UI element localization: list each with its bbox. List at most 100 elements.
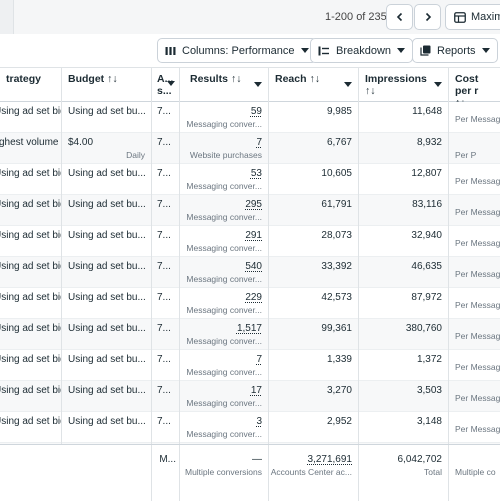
impressions-value: 8,932 bbox=[416, 137, 442, 148]
table-row[interactable]: ghest volume $4.00 Daily 7... 7 Website purch… bbox=[0, 133, 500, 164]
cell-cost: Per Messagi bbox=[449, 195, 500, 226]
column-header-attribution[interactable]: A... s... bbox=[152, 68, 180, 102]
reach-value: 10,605 bbox=[321, 168, 352, 179]
cell-reach: — bbox=[269, 443, 359, 444]
columns-icon bbox=[165, 46, 176, 55]
cell-attr: 7... bbox=[152, 164, 180, 195]
table-row[interactable]: Using ad set bid...Using ad set bu...7..… bbox=[0, 288, 500, 319]
cell-attr: 7... bbox=[152, 133, 180, 164]
columns-dropdown-button[interactable]: Columns: Performance bbox=[157, 38, 317, 63]
cell-attr: 7... bbox=[152, 288, 180, 319]
cost-per-result-type: Per Messagi bbox=[455, 362, 500, 372]
results-value[interactable]: 17 bbox=[250, 385, 262, 396]
cell-results: 295 Messaging conver... bbox=[180, 195, 269, 226]
table-row[interactable]: Using ad set bid...Using ad set bu...7..… bbox=[0, 350, 500, 381]
table-row[interactable]: Using ad set bid...Using ad set bu...7..… bbox=[0, 102, 500, 133]
sort-icon[interactable]: ↑↓ bbox=[230, 73, 242, 85]
pager-bar: 1-200 of 235 Maximi bbox=[0, 0, 500, 34]
table-row[interactable]: Using ad set bid...Using ad set bu...7..… bbox=[0, 257, 500, 288]
cell-results: 59 Messaging conver... bbox=[180, 102, 269, 133]
chevron-down-icon[interactable] bbox=[434, 82, 442, 87]
impressions-value: 11,648 bbox=[412, 106, 442, 117]
attribution-value: 7... bbox=[157, 168, 171, 179]
results-value[interactable]: 53 bbox=[250, 168, 262, 179]
cell-budget: Using ad set bu... bbox=[62, 350, 152, 381]
chevron-down-icon[interactable] bbox=[167, 81, 175, 86]
cost-per-result-type: Per Messagi bbox=[455, 424, 500, 434]
table-row[interactable]: Using ad set bid...Using ad set bu...7..… bbox=[0, 226, 500, 257]
results-type: Messaging conver... bbox=[186, 119, 262, 129]
results-value[interactable]: 540 bbox=[245, 261, 262, 272]
reach-value: 99,361 bbox=[321, 323, 352, 334]
table-row[interactable]: Using ad set bid...Using ad set bu...7..… bbox=[0, 443, 500, 444]
chevron-right-icon bbox=[425, 12, 431, 22]
column-header-cost-per-result[interactable]: Cost per r ↑↓ bbox=[449, 68, 500, 109]
left-panel-tab[interactable] bbox=[0, 0, 14, 34]
table-row[interactable]: Using ad set bid...Using ad set bu...7..… bbox=[0, 381, 500, 412]
totals-results: — Multiple conversions bbox=[180, 445, 269, 501]
reach-value: 61,791 bbox=[321, 199, 352, 210]
impressions-value: 1,372 bbox=[416, 354, 442, 365]
next-page-button[interactable] bbox=[414, 4, 441, 30]
table-row[interactable]: Using ad set bid...Using ad set bu...7..… bbox=[0, 195, 500, 226]
results-value[interactable]: 291 bbox=[245, 230, 262, 241]
attribution-value: 7... bbox=[157, 261, 171, 272]
bid-strategy-value: Using ad set bid... bbox=[0, 323, 61, 334]
previous-page-button[interactable] bbox=[386, 4, 413, 30]
results-value[interactable]: 59 bbox=[250, 106, 262, 117]
cell-reach: 42,573 bbox=[269, 288, 359, 319]
results-value[interactable]: 1,517 bbox=[236, 323, 262, 334]
column-header-bid-strategy[interactable]: trategy bbox=[0, 68, 62, 102]
cell-cost: Per Messagi bbox=[449, 412, 500, 443]
sort-icon[interactable]: ↑↓ bbox=[365, 85, 376, 97]
cell-impressions: 32,940 bbox=[359, 226, 449, 257]
table-row[interactable]: Using ad set bid...Using ad set bu...7..… bbox=[0, 164, 500, 195]
chevron-down-icon[interactable] bbox=[344, 82, 352, 87]
column-header-label: Cost per r bbox=[455, 73, 479, 97]
breakdown-dropdown-button[interactable]: Breakdown bbox=[310, 38, 414, 63]
results-value[interactable]: 229 bbox=[245, 292, 262, 303]
totals-cost: Multiple co bbox=[449, 445, 500, 501]
table-toolbar: Columns: Performance Breakdown Reports bbox=[0, 34, 500, 68]
results-value[interactable]: 7 bbox=[256, 354, 262, 365]
cell-attr: 7... bbox=[152, 102, 180, 133]
chevron-down-icon[interactable] bbox=[254, 82, 262, 87]
cost-per-result-type: Per Messagi bbox=[455, 393, 500, 403]
sort-icon[interactable]: ↑↓ bbox=[107, 73, 118, 85]
totals-attribution-value: M... bbox=[159, 454, 176, 465]
results-value[interactable]: 295 bbox=[245, 199, 262, 210]
column-header-budget[interactable]: Budget ↑↓ bbox=[62, 68, 152, 102]
cell-results: 53 Messaging conver... bbox=[180, 164, 269, 195]
impressions-value: 87,972 bbox=[411, 292, 442, 303]
maximize-button[interactable]: Maximi bbox=[445, 4, 500, 30]
column-header-results[interactable]: Results ↑↓ bbox=[180, 68, 269, 102]
results-value[interactable]: 7 bbox=[256, 137, 262, 148]
results-type: Messaging conver... bbox=[186, 274, 262, 284]
column-header-reach[interactable]: Reach ↑↓ bbox=[269, 68, 359, 102]
results-value[interactable]: 3 bbox=[256, 416, 262, 427]
cell-attr: 7... bbox=[152, 350, 180, 381]
sort-icon[interactable]: ↑↓ bbox=[309, 73, 321, 85]
budget-value: Using ad set bu... bbox=[68, 385, 146, 396]
impressions-value: 12,807 bbox=[411, 168, 442, 179]
totals-cost-caption: Multiple co bbox=[455, 467, 496, 477]
reports-dropdown-button[interactable]: Reports bbox=[412, 38, 498, 63]
totals-impressions-value: 6,042,702 bbox=[397, 454, 443, 465]
pager-range-text: 1-200 of 235 bbox=[325, 11, 387, 23]
table-row[interactable]: Using ad set bid...Using ad set bu...7..… bbox=[0, 319, 500, 350]
column-header-impressions[interactable]: Impressions ↑↓ bbox=[359, 68, 449, 102]
cell-cost: Per Messagi bbox=[449, 226, 500, 257]
column-header-label-line2: s... bbox=[157, 85, 172, 97]
cell-strategy: Using ad set bid... bbox=[0, 319, 62, 350]
cost-per-result-type: Per Messagi bbox=[455, 331, 500, 341]
table-row[interactable]: Using ad set bid...Using ad set bu...7..… bbox=[0, 412, 500, 443]
chevron-left-icon bbox=[396, 12, 402, 22]
cell-strategy: Using ad set bid... bbox=[0, 350, 62, 381]
budget-value: Using ad set bu... bbox=[68, 106, 146, 117]
results-type: Messaging conver... bbox=[186, 212, 262, 222]
cell-reach: 61,791 bbox=[269, 195, 359, 226]
cell-reach: 1,339 bbox=[269, 350, 359, 381]
reach-value: 2,952 bbox=[326, 416, 352, 427]
cell-results: 7 Messaging conver... bbox=[180, 350, 269, 381]
totals-reach-value[interactable]: 3,271,691 bbox=[307, 454, 353, 465]
